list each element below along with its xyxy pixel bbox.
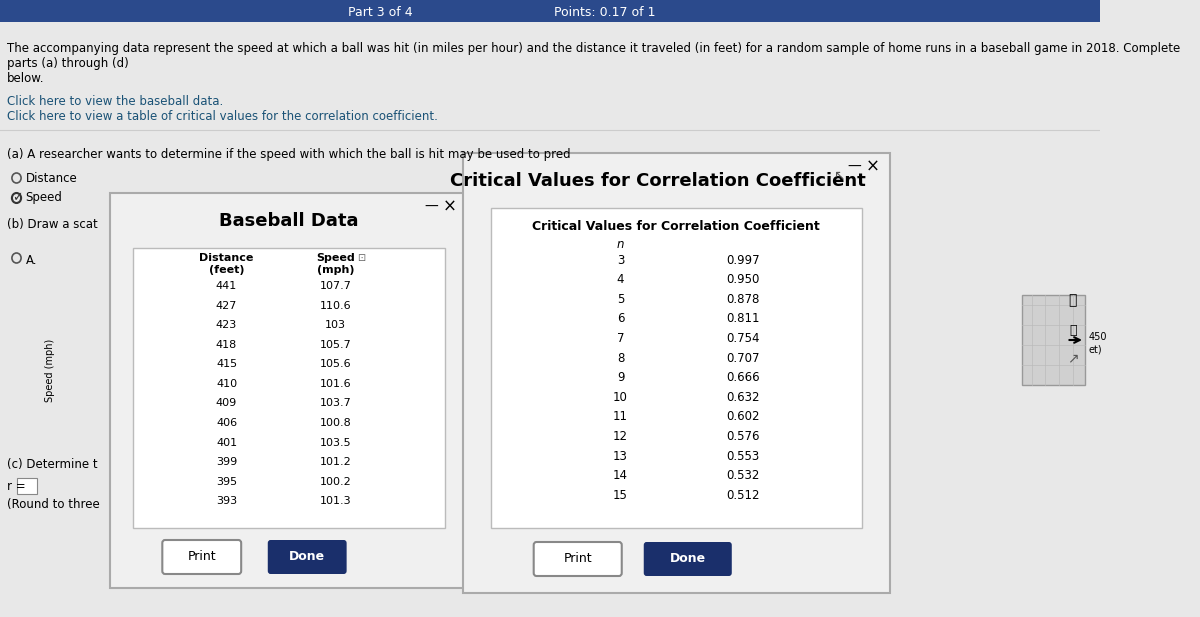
FancyBboxPatch shape <box>17 478 37 494</box>
Text: 103.5: 103.5 <box>320 437 352 448</box>
Text: 101.2: 101.2 <box>319 457 352 467</box>
Text: 3: 3 <box>617 254 624 267</box>
Text: 427: 427 <box>216 300 238 310</box>
Text: 395: 395 <box>216 477 238 487</box>
Text: Click here to view a table of critical values for the correlation coefficient.: Click here to view a table of critical v… <box>7 110 438 123</box>
Text: ×: × <box>866 158 880 176</box>
Text: 393: 393 <box>216 497 238 507</box>
FancyBboxPatch shape <box>0 0 1100 22</box>
Text: Critical Values for Correlation Coefficient: Critical Values for Correlation Coeffici… <box>450 172 866 190</box>
Text: 0.707: 0.707 <box>726 352 760 365</box>
Text: 103.7: 103.7 <box>319 399 352 408</box>
Text: 0.754: 0.754 <box>726 332 760 345</box>
Text: 0.532: 0.532 <box>726 470 760 482</box>
Text: 423: 423 <box>216 320 238 330</box>
Text: 15: 15 <box>613 489 628 502</box>
Text: 0.576: 0.576 <box>726 430 760 443</box>
Text: 8: 8 <box>617 352 624 365</box>
Text: ↖: ↖ <box>833 168 845 182</box>
Text: 399: 399 <box>216 457 238 467</box>
Text: 0.878: 0.878 <box>726 292 760 306</box>
Text: 105.6: 105.6 <box>320 359 352 370</box>
FancyBboxPatch shape <box>463 153 889 593</box>
Text: (c) Determine t: (c) Determine t <box>7 458 98 471</box>
Text: 0.602: 0.602 <box>726 410 760 423</box>
Text: 450: 450 <box>1088 332 1108 342</box>
Text: 0.666: 0.666 <box>726 371 760 384</box>
Text: 0.632: 0.632 <box>726 391 760 404</box>
Text: ↗: ↗ <box>1067 351 1079 365</box>
Text: 0.811: 0.811 <box>726 312 760 325</box>
Text: 7: 7 <box>617 332 624 345</box>
Text: 100.2: 100.2 <box>319 477 352 487</box>
Text: 12: 12 <box>613 430 628 443</box>
Text: 0.997: 0.997 <box>726 254 760 267</box>
Text: Click here to view the baseball data.: Click here to view the baseball data. <box>7 95 223 108</box>
Text: 441: 441 <box>216 281 238 291</box>
Text: 401: 401 <box>216 437 238 448</box>
FancyBboxPatch shape <box>534 542 622 576</box>
Text: Distance: Distance <box>25 172 78 184</box>
Text: 107.7: 107.7 <box>319 281 352 291</box>
Text: Done: Done <box>289 550 325 563</box>
Text: Points: 0.17 of 1: Points: 0.17 of 1 <box>554 7 656 20</box>
FancyBboxPatch shape <box>110 193 468 588</box>
FancyBboxPatch shape <box>491 208 862 528</box>
Text: 5: 5 <box>617 292 624 306</box>
Text: —: — <box>424 200 438 214</box>
Text: et): et) <box>1088 345 1102 355</box>
FancyBboxPatch shape <box>162 540 241 574</box>
Text: (b) Draw a scat: (b) Draw a scat <box>7 218 98 231</box>
Text: ×: × <box>443 198 456 216</box>
Text: 110.6: 110.6 <box>320 300 352 310</box>
Text: Speed (mph): Speed (mph) <box>46 338 55 402</box>
FancyBboxPatch shape <box>268 540 347 574</box>
Text: 6: 6 <box>617 312 624 325</box>
Text: 410: 410 <box>216 379 238 389</box>
Text: (Round to three: (Round to three <box>7 498 100 511</box>
Text: Speed: Speed <box>317 253 355 263</box>
Text: 13: 13 <box>613 450 628 463</box>
Text: Print: Print <box>564 552 592 566</box>
Text: ✓: ✓ <box>12 191 23 204</box>
FancyBboxPatch shape <box>133 248 445 528</box>
Text: 100.8: 100.8 <box>319 418 352 428</box>
Text: n: n <box>617 238 624 251</box>
Text: Critical Values for Correlation Coefficient: Critical Values for Correlation Coeffici… <box>533 220 820 233</box>
Text: 418: 418 <box>216 340 238 350</box>
Text: 11: 11 <box>613 410 628 423</box>
Text: (feet): (feet) <box>209 265 245 275</box>
Text: r =: r = <box>7 480 26 493</box>
FancyBboxPatch shape <box>643 542 732 576</box>
Text: ⊡: ⊡ <box>358 253 365 263</box>
Text: 0.950: 0.950 <box>726 273 760 286</box>
Text: 409: 409 <box>216 399 238 408</box>
Text: 🔍: 🔍 <box>1069 323 1076 336</box>
Text: Baseball Data: Baseball Data <box>220 212 359 230</box>
Text: 406: 406 <box>216 418 238 428</box>
Text: 10: 10 <box>613 391 628 404</box>
Text: 9: 9 <box>617 371 624 384</box>
Text: 14: 14 <box>613 470 628 482</box>
Text: Speed: Speed <box>25 191 62 204</box>
Text: 0.553: 0.553 <box>726 450 760 463</box>
Text: —: — <box>847 160 862 174</box>
Text: 4: 4 <box>617 273 624 286</box>
Text: 103: 103 <box>325 320 346 330</box>
Text: 101.3: 101.3 <box>320 497 352 507</box>
Text: (a) A researcher wants to determine if the speed with which the ball is hit may : (a) A researcher wants to determine if t… <box>7 148 571 161</box>
Text: Distance: Distance <box>199 253 253 263</box>
Text: 415: 415 <box>216 359 238 370</box>
FancyBboxPatch shape <box>1022 295 1085 385</box>
Text: 101.6: 101.6 <box>320 379 352 389</box>
Text: Done: Done <box>670 552 706 566</box>
Text: Part 3 of 4: Part 3 of 4 <box>348 7 413 20</box>
Text: 105.7: 105.7 <box>319 340 352 350</box>
Text: A.: A. <box>25 254 37 267</box>
Text: Print: Print <box>187 550 216 563</box>
Text: 0.512: 0.512 <box>726 489 760 502</box>
Text: (mph): (mph) <box>317 265 354 275</box>
Text: The accompanying data represent the speed at which a ball was hit (in miles per : The accompanying data represent the spee… <box>7 42 1181 85</box>
Text: 🔍: 🔍 <box>1069 293 1078 307</box>
